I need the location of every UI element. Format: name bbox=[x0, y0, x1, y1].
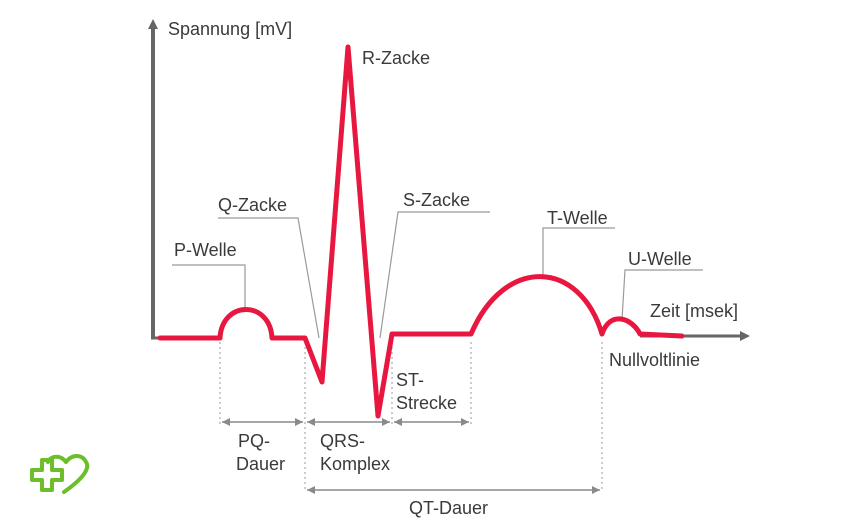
heart-cross-icon bbox=[30, 454, 90, 494]
y-axis-label: Spannung [mV] bbox=[168, 19, 292, 39]
r-wave-label: R-Zacke bbox=[362, 48, 430, 68]
leader-t bbox=[542, 227, 615, 275]
pq-interval-label-1: PQ- bbox=[238, 431, 270, 451]
x-axis-label: Zeit [msek] bbox=[650, 301, 738, 321]
t-wave-label: T-Welle bbox=[547, 208, 608, 228]
leader-p bbox=[172, 264, 246, 308]
baseline-label: Nullvoltlinie bbox=[609, 350, 700, 370]
pq-interval-label-2: Dauer bbox=[236, 454, 285, 474]
leader-lines bbox=[172, 211, 703, 339]
ecg-trace bbox=[157, 44, 685, 419]
leader-s bbox=[379, 211, 490, 339]
interval-arrows bbox=[222, 418, 600, 494]
q-wave-label: Q-Zacke bbox=[218, 195, 287, 215]
guide-lines bbox=[219, 342, 603, 492]
leader-u bbox=[621, 269, 703, 321]
p-wave-label: P-Welle bbox=[174, 240, 237, 260]
qrs-complex-label-2: Komplex bbox=[320, 454, 390, 474]
s-wave-label: S-Zacke bbox=[403, 190, 470, 210]
st-segment-label-2: Strecke bbox=[396, 393, 457, 413]
st-segment-label-1: ST- bbox=[396, 370, 424, 390]
leader-q bbox=[218, 217, 320, 339]
qrs-complex-label-1: QRS- bbox=[320, 431, 365, 451]
u-wave-label: U-Welle bbox=[628, 249, 692, 269]
axes bbox=[148, 19, 750, 341]
qt-interval-label: QT-Dauer bbox=[409, 498, 488, 518]
